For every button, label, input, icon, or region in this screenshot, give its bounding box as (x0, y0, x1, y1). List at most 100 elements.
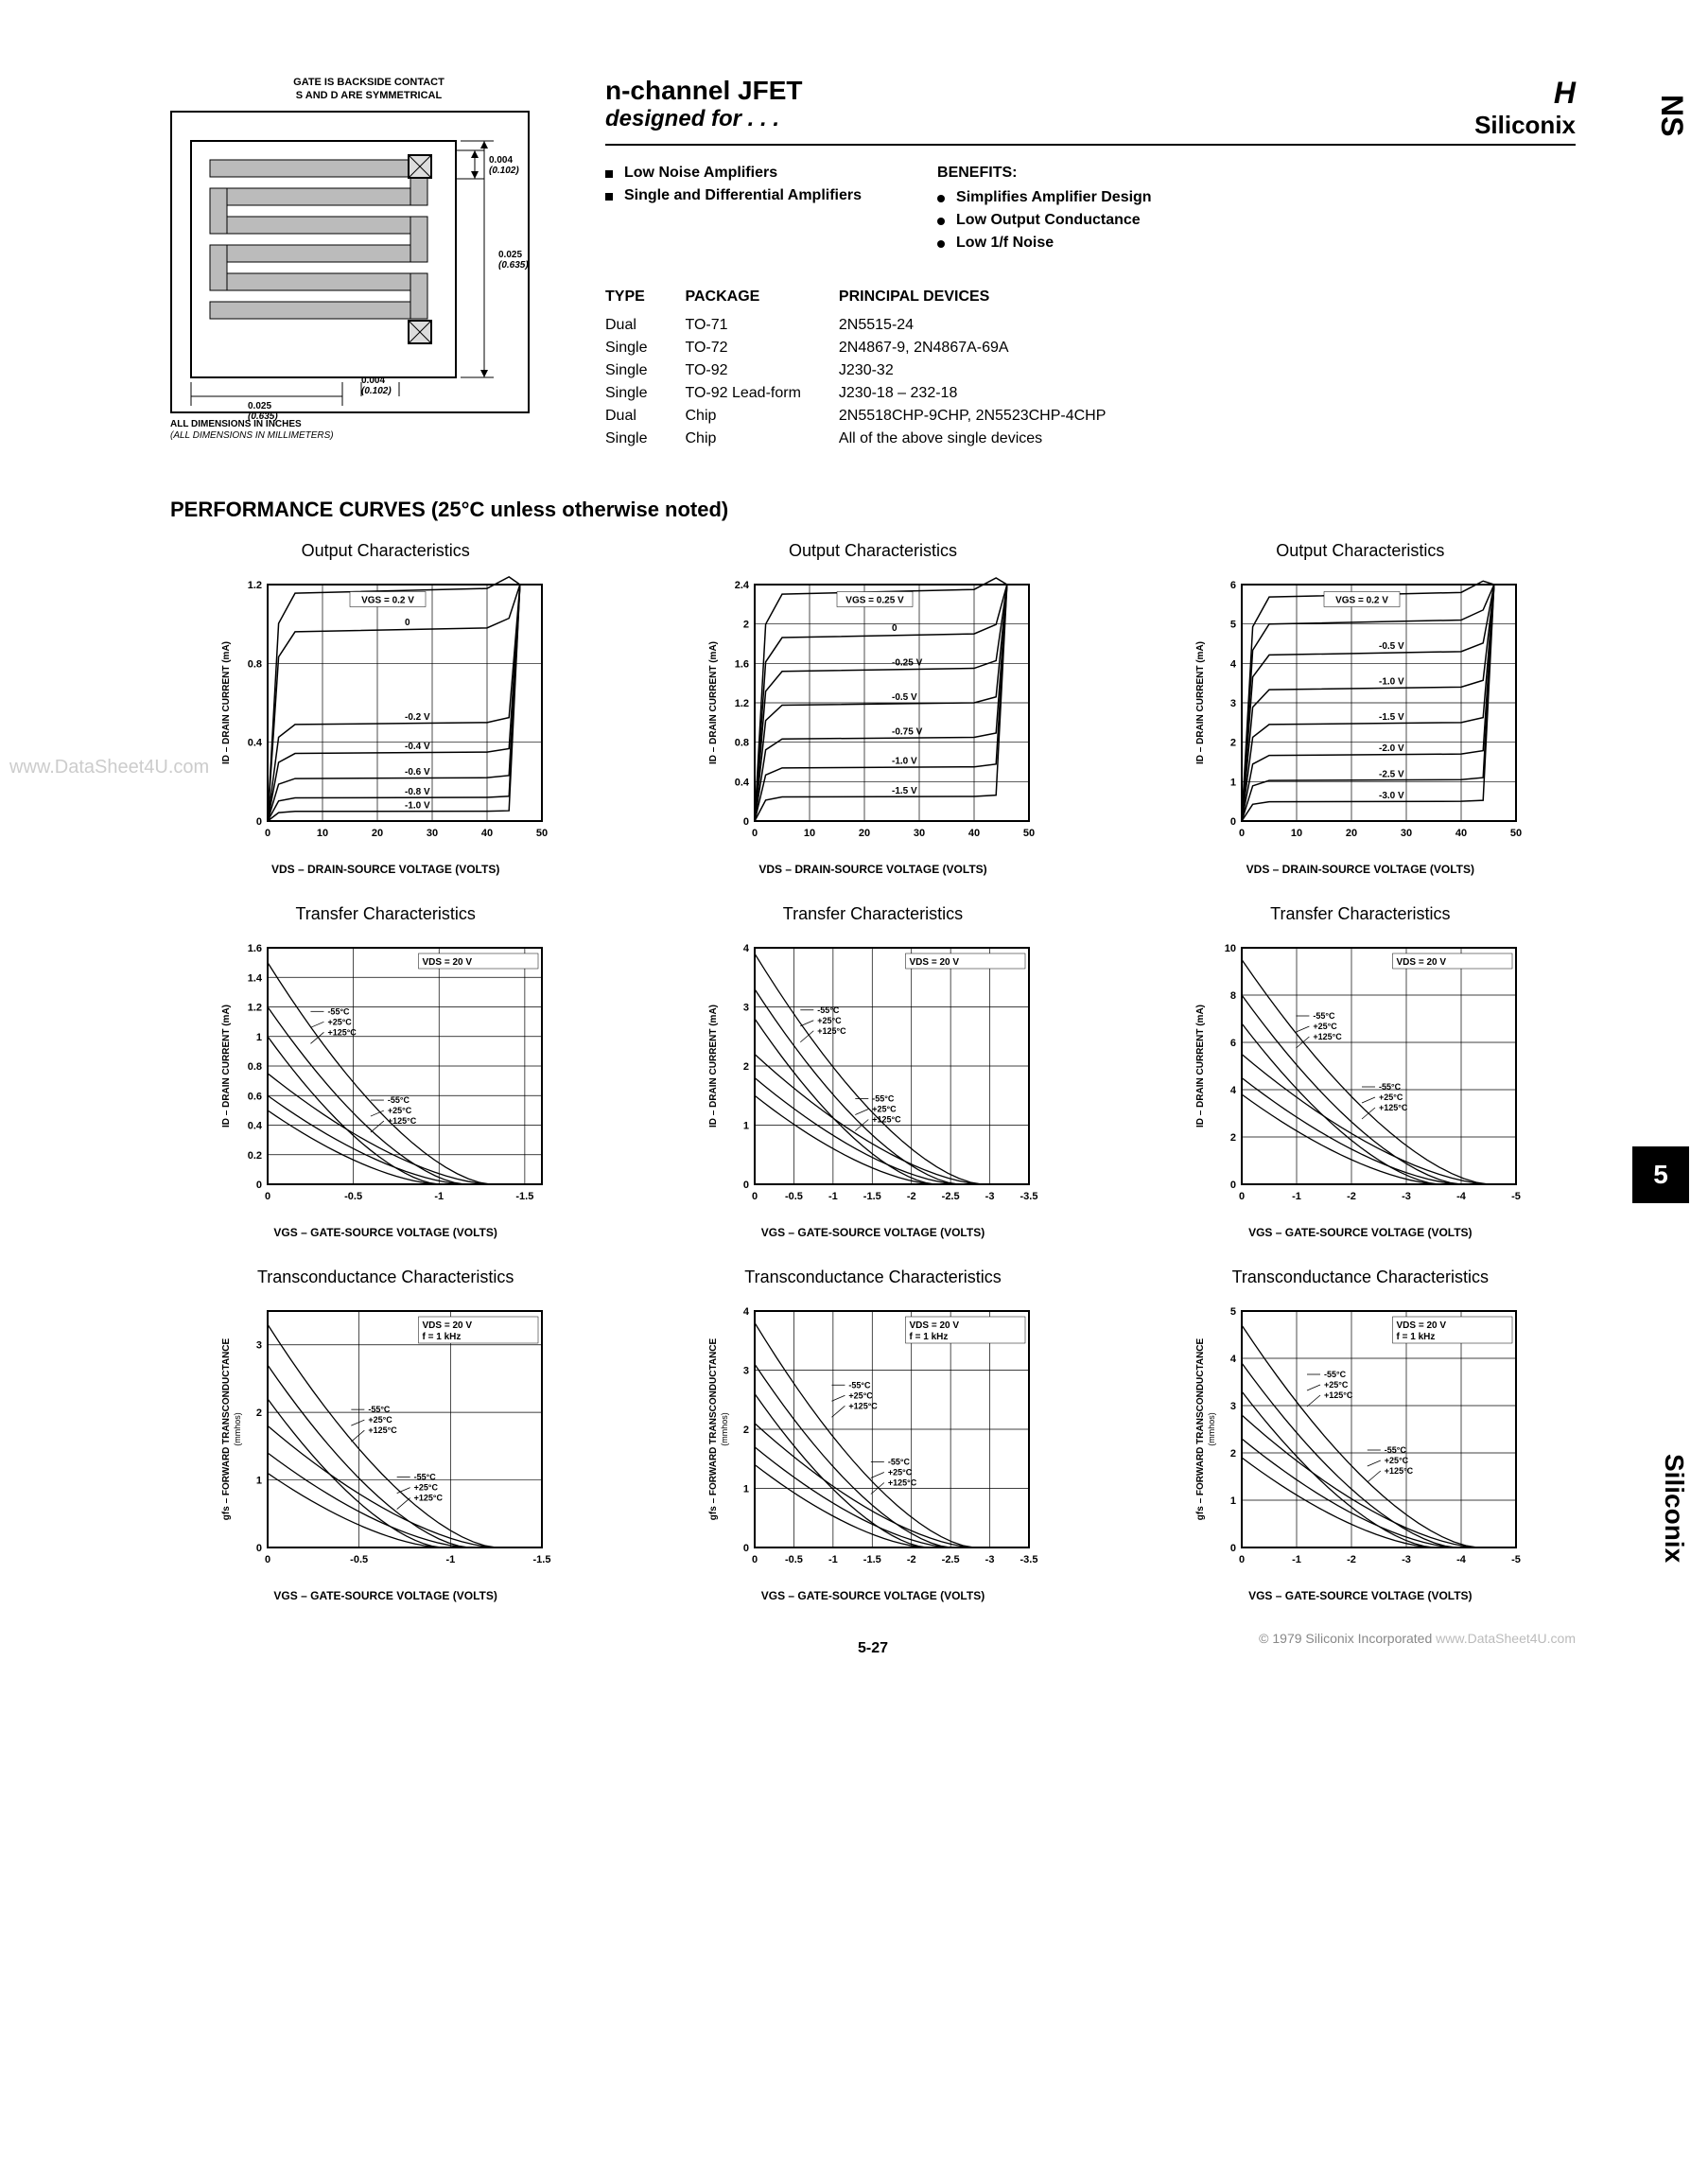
svg-text:-0.25 V: -0.25 V (892, 658, 923, 669)
list-item: Simplifies Amplifier Design (937, 189, 1152, 206)
svg-text:3: 3 (1230, 1401, 1236, 1412)
devices-header: PRINCIPAL DEVICES (839, 286, 1107, 308)
svg-text:10: 10 (1291, 828, 1302, 839)
svg-text:0: 0 (256, 1543, 262, 1554)
svg-text:1.2: 1.2 (247, 1003, 261, 1014)
list-item: Dual (605, 405, 647, 428)
list-item: Single and Differential Amplifiers (605, 187, 862, 204)
svg-text:2: 2 (1230, 738, 1236, 749)
svg-text:-3: -3 (1402, 1191, 1411, 1202)
chart-xlabel: VDS – DRAIN-SOURCE VOLTAGE (VOLTS) (657, 863, 1088, 876)
svg-text:-2.5 V: -2.5 V (1379, 769, 1404, 779)
svg-text:-0.5: -0.5 (344, 1191, 362, 1202)
svg-text:-0.75 V: -0.75 V (892, 726, 923, 737)
svg-text:+125°C: +125°C (368, 1425, 397, 1435)
svg-text:+125°C: +125°C (817, 1026, 846, 1036)
side-tab-siliconix: Siliconix (1659, 1454, 1689, 1563)
dim-br-mm: (0.102) (361, 386, 392, 396)
charts-grid: Output Characteristics0102030405000.40.8… (170, 541, 1576, 1602)
svg-text:-1.0 V: -1.0 V (405, 801, 430, 812)
svg-text:0.2: 0.2 (247, 1150, 261, 1162)
svg-text:-1: -1 (1292, 1191, 1301, 1202)
svg-text:-55°C: -55°C (1324, 1370, 1347, 1379)
svg-text:3: 3 (743, 1366, 749, 1377)
list-item: Chip (685, 428, 800, 450)
svg-text:30: 30 (914, 828, 925, 839)
benefits-header: BENEFITS: (937, 165, 1152, 182)
svg-text:+125°C: +125°C (872, 1115, 901, 1125)
chart-cell: Output Characteristics0102030405000.40.8… (657, 541, 1088, 876)
list-item: TO-92 (685, 359, 800, 382)
svg-text:-5: -5 (1511, 1191, 1521, 1202)
chart-title: Transfer Characteristics (170, 904, 601, 924)
footer-copyright: © 1979 Siliconix Incorporated (1259, 1631, 1432, 1646)
chart-title: Output Characteristics (1145, 541, 1576, 561)
list-item: Single (605, 359, 647, 382)
svg-text:1: 1 (1230, 777, 1236, 788)
svg-text:-1.0 V: -1.0 V (1379, 676, 1404, 687)
svg-text:0: 0 (743, 1180, 749, 1191)
svg-text:+25°C: +25°C (848, 1390, 873, 1400)
svg-text:-5: -5 (1511, 1554, 1521, 1565)
benefits-list: Simplifies Amplifier DesignLow Output Co… (937, 189, 1152, 252)
svg-text:4: 4 (1230, 1085, 1237, 1096)
devices-list: 2N5515-242N4867-9, 2N4867A-69AJ230-32J23… (839, 314, 1107, 450)
svg-text:-2: -2 (907, 1191, 916, 1202)
svg-text:VDS = 20 V: VDS = 20 V (1397, 957, 1447, 968)
chart-title: Transfer Characteristics (657, 904, 1088, 924)
svg-text:gfs – FORWARD TRANSCONDUCTANCE: gfs – FORWARD TRANSCONDUCTANCE (221, 1338, 232, 1520)
svg-text:-1.5: -1.5 (863, 1191, 881, 1202)
svg-text:+125°C: +125°C (888, 1478, 917, 1488)
chart-xlabel: VDS – DRAIN-SOURCE VOLTAGE (VOLTS) (1145, 863, 1576, 876)
svg-text:VDS = 20 V: VDS = 20 V (1397, 1320, 1447, 1331)
svg-text:2: 2 (256, 1407, 262, 1419)
svg-text:VGS = 0.2 V: VGS = 0.2 V (361, 596, 414, 606)
svg-text:+125°C: +125°C (1379, 1103, 1408, 1112)
svg-text:-1: -1 (1292, 1554, 1301, 1565)
svg-text:1: 1 (256, 1476, 262, 1487)
svg-text:20: 20 (859, 828, 870, 839)
svg-text:0: 0 (752, 828, 758, 839)
svg-text:-55°C: -55°C (327, 1006, 350, 1016)
svg-text:20: 20 (1346, 828, 1357, 839)
svg-text:2: 2 (743, 1425, 749, 1436)
list-item: J230-32 (839, 359, 1107, 382)
svg-text:0: 0 (1239, 828, 1245, 839)
svg-text:+25°C: +25°C (327, 1017, 352, 1026)
svg-text:30: 30 (427, 828, 438, 839)
diagram-footer-1: ALL DIMENSIONS IN INCHES (170, 419, 302, 429)
chip-diagram-block: GATE IS BACKSIDE CONTACT S AND D ARE SYM… (170, 76, 567, 450)
page-title-2: designed for . . . (605, 106, 802, 132)
siliconix-logo: H Siliconix (1474, 76, 1576, 140)
svg-text:(mmhos): (mmhos) (233, 1412, 242, 1446)
list-item: All of the above single devices (839, 428, 1107, 450)
svg-text:-4: -4 (1456, 1554, 1467, 1565)
svg-text:+25°C: +25°C (1324, 1380, 1349, 1390)
svg-text:2: 2 (1230, 1448, 1236, 1460)
svg-text:8: 8 (1230, 990, 1236, 1002)
svg-text:-1.5: -1.5 (532, 1554, 550, 1565)
svg-text:gfs – FORWARD TRANSCONDUCTANCE: gfs – FORWARD TRANSCONDUCTANCE (708, 1338, 719, 1520)
svg-text:-0.6 V: -0.6 V (405, 767, 430, 778)
chart-xlabel: VGS – GATE-SOURCE VOLTAGE (VOLTS) (1145, 1226, 1576, 1239)
svg-text:-1.5 V: -1.5 V (1379, 712, 1404, 723)
svg-text:40: 40 (481, 828, 493, 839)
svg-text:0.4: 0.4 (735, 777, 750, 788)
svg-text:10: 10 (317, 828, 328, 839)
dim-br: 0.004 (361, 376, 385, 386)
svg-text:40: 40 (968, 828, 980, 839)
list-item: 2N4867-9, 2N4867A-69A (839, 337, 1107, 359)
chart-xlabel: VGS – GATE-SOURCE VOLTAGE (VOLTS) (657, 1589, 1088, 1602)
svg-text:4: 4 (1230, 658, 1237, 670)
svg-text:VDS = 20 V: VDS = 20 V (422, 957, 472, 968)
svg-text:+125°C: +125°C (413, 1494, 443, 1503)
page-section-number: 5 (1632, 1146, 1689, 1203)
svg-text:-3.5: -3.5 (1020, 1191, 1038, 1202)
chart-cell: Transconductance Characteristics0-0.5-1-… (170, 1268, 601, 1602)
list-item: 2N5518CHP-9CHP, 2N5523CHP-4CHP (839, 405, 1107, 428)
dim-bl-mm: (0.635) (248, 411, 278, 422)
svg-text:-0.8 V: -0.8 V (405, 787, 430, 797)
chart-title: Output Characteristics (657, 541, 1088, 561)
svg-text:+125°C: +125°C (1385, 1466, 1414, 1476)
svg-text:50: 50 (1510, 828, 1522, 839)
